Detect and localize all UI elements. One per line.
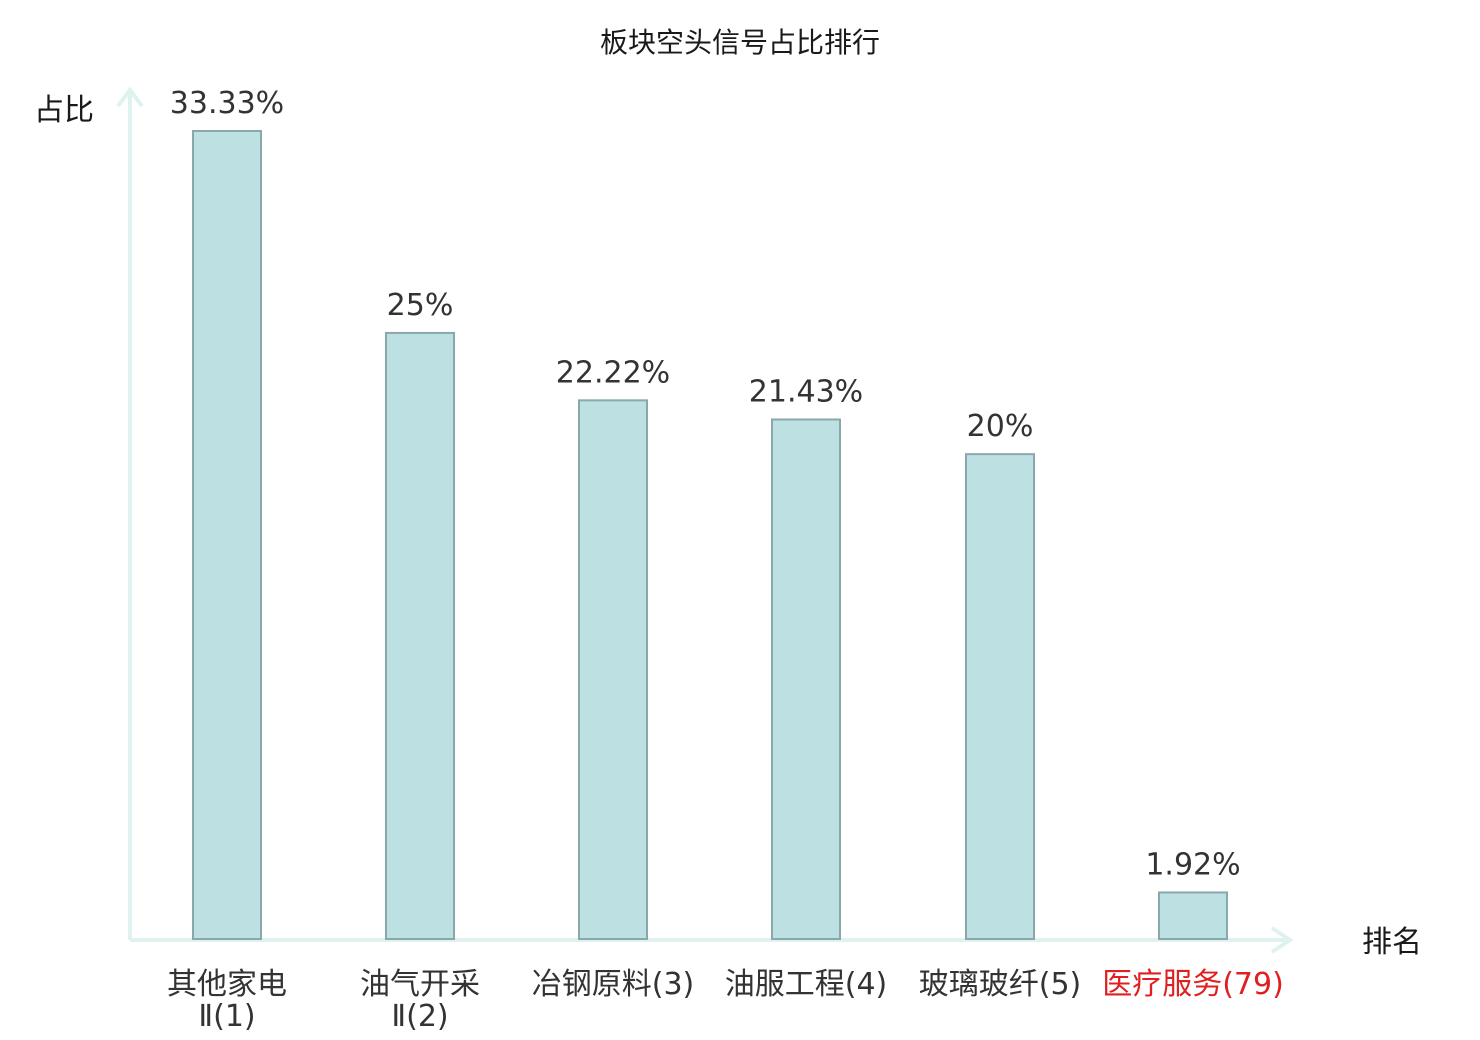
category-label-3: 冶钢原料(3) (532, 967, 695, 1002)
category-label-5: 玻璃玻纤(5) (919, 967, 1082, 1002)
category-label-6: 医疗服务(79) (1102, 967, 1284, 1002)
category-label-2-line-2: Ⅱ(2) (391, 999, 448, 1034)
value-label-6: 1.92% (1145, 847, 1240, 882)
value-label-2: 25% (387, 288, 454, 323)
bar-3 (578, 399, 648, 941)
bar-2 (385, 331, 455, 940)
value-label-3: 22.22% (556, 355, 670, 390)
x-axis-label: 排名 (1362, 925, 1422, 960)
bar-6 (1158, 891, 1228, 940)
y-axis-label: 占比 (34, 93, 94, 128)
bars (192, 130, 1228, 941)
category-label-4: 油服工程(4) (725, 967, 888, 1002)
category-label-2-line-1: 油气开采 (360, 967, 480, 1002)
value-label-5: 20% (967, 409, 1034, 444)
bar-4 (771, 418, 841, 940)
value-labels: 33.33% 25% 22.22% 21.43% 20% 1.92% (170, 86, 1241, 882)
value-label-4: 21.43% (749, 374, 863, 409)
bar-5 (965, 453, 1035, 940)
value-label-1: 33.33% (170, 86, 284, 121)
x-axis (130, 926, 1294, 954)
y-axis (116, 86, 144, 940)
chart-title: 板块空头信号占比排行 (600, 26, 880, 59)
category-label-1-line-1: 其他家电 (167, 967, 287, 1002)
category-label-1-line-2: Ⅱ(1) (198, 999, 255, 1034)
bar-1 (192, 130, 262, 940)
